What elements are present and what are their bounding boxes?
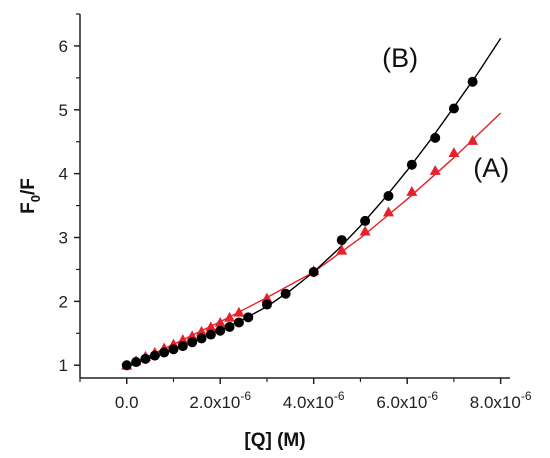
point-b-circle: [140, 353, 151, 364]
x-tick-label: 0.0: [115, 393, 139, 412]
point-b-circle: [205, 329, 216, 340]
ticks: 0.0 2.0x10-6 4.0x10-6 6.0x10-6 8.0x10-6 1 2 3 4 5…: [59, 13, 532, 412]
y-tick-label: 4: [59, 165, 68, 184]
point-a-triangle: [467, 134, 479, 145]
point-a-triangle: [382, 206, 394, 217]
point-b-circle: [243, 312, 254, 323]
point-a-triangle: [429, 164, 441, 175]
point-a-triangle: [336, 244, 348, 255]
y-tick-label: 6: [59, 37, 68, 56]
point-b-circle: [406, 159, 417, 170]
point-a-triangle: [224, 311, 236, 322]
point-b-circle: [467, 76, 478, 87]
point-b-circle: [280, 288, 291, 299]
point-a-triangle: [448, 147, 460, 157]
point-b-circle: [168, 344, 179, 355]
fit-lines: [126, 37, 502, 368]
y-tick-label: 3: [59, 229, 68, 248]
point-b-circle: [360, 215, 371, 226]
point-b-circle: [448, 103, 459, 114]
point-b-circle: [187, 337, 198, 348]
fit-line-b: [126, 37, 502, 368]
point-b-circle: [224, 321, 235, 332]
series-labels: (B) (A): [382, 43, 509, 183]
x-tick-label: 6.0x10-6: [376, 389, 438, 412]
x-axis-title: [Q] (M): [244, 430, 305, 451]
point-a-triangle: [177, 334, 189, 345]
series-label: (B): [382, 43, 418, 73]
point-b-circle: [131, 357, 142, 368]
y-tick-label: 2: [59, 292, 68, 311]
point-b-circle: [177, 341, 188, 352]
point-b-circle: [233, 317, 244, 328]
point-b-circle: [215, 325, 226, 336]
point-a-triangle: [196, 325, 208, 336]
point-b-circle: [159, 347, 170, 358]
point-b-circle: [383, 191, 394, 201]
point-b-circle: [196, 333, 207, 344]
series-label: (A): [473, 153, 509, 183]
fit-line-a: [126, 112, 502, 368]
point-a-triangle: [205, 321, 217, 332]
y-tick-label: 1: [59, 356, 68, 375]
y-tick-label: 5: [59, 101, 68, 120]
point-a-triangle: [186, 330, 198, 341]
point-b-circle: [261, 299, 272, 310]
axes: [79, 14, 510, 379]
point-b-circle: [308, 266, 319, 277]
point-a-triangle: [214, 316, 226, 327]
y-axis-title: F0/F: [18, 178, 43, 214]
point-b-circle: [336, 235, 347, 246]
point-a-triangle: [261, 292, 273, 303]
data-points: [121, 76, 479, 371]
point-a-triangle: [406, 186, 418, 196]
point-a-triangle: [233, 306, 245, 317]
x-tick-label: 8.0x10-6: [470, 389, 532, 412]
point-b-circle: [121, 360, 132, 371]
point-a-triangle: [359, 225, 371, 236]
x-tick-label: 4.0x10-6: [283, 389, 345, 412]
point-b-circle: [149, 350, 160, 361]
point-b-circle: [430, 132, 441, 143]
x-tick-label: 2.0x10-6: [189, 389, 251, 412]
